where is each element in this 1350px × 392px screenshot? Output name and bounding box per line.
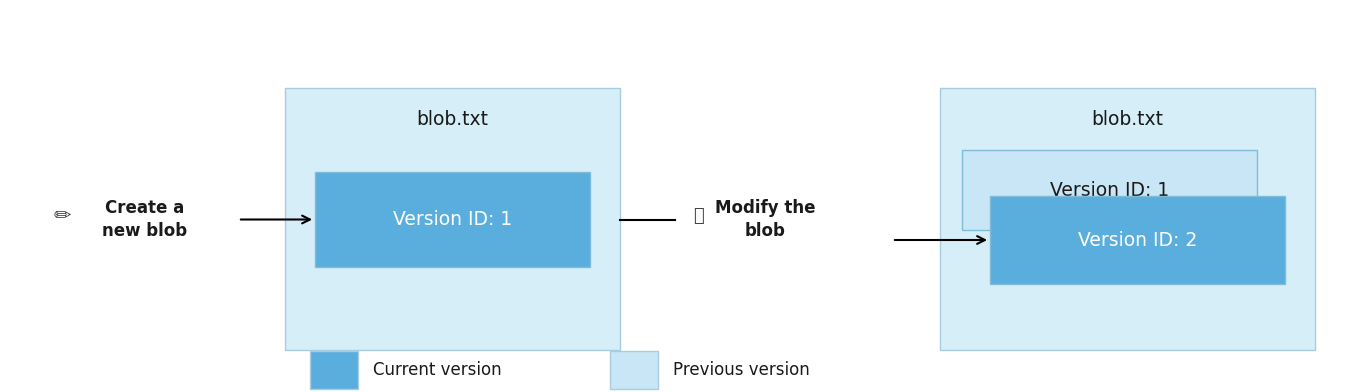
Bar xyxy=(285,88,620,350)
Bar xyxy=(310,351,358,389)
Text: Version ID: 2: Version ID: 2 xyxy=(1077,230,1197,249)
Text: ✏: ✏ xyxy=(53,205,70,225)
Text: Create a
new blob: Create a new blob xyxy=(103,199,188,240)
Bar xyxy=(940,88,1315,350)
Text: Modify the
blob: Modify the blob xyxy=(714,199,815,240)
Text: Version ID: 1: Version ID: 1 xyxy=(1050,180,1169,200)
Text: Previous version: Previous version xyxy=(674,361,810,379)
Text: blob.txt: blob.txt xyxy=(1092,110,1164,129)
Text: ⛯: ⛯ xyxy=(693,207,703,225)
Bar xyxy=(610,351,657,389)
Text: blob.txt: blob.txt xyxy=(417,110,489,129)
Text: Version ID: 1: Version ID: 1 xyxy=(393,210,512,229)
Text: Current version: Current version xyxy=(373,361,502,379)
Bar xyxy=(963,150,1257,230)
Bar xyxy=(315,172,590,267)
Bar xyxy=(990,196,1285,284)
